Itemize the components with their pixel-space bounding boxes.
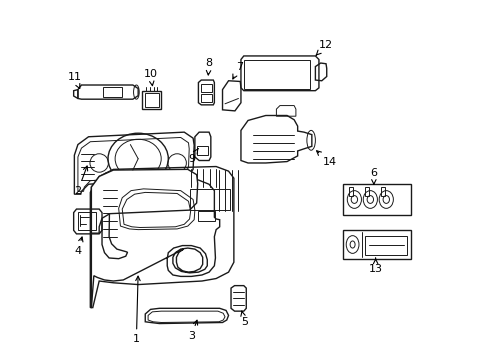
Bar (197, 211, 214, 221)
Bar (349, 187, 352, 196)
Text: 2: 2 (74, 166, 87, 195)
Bar (343, 184, 410, 215)
Text: 12: 12 (316, 40, 332, 55)
Bar (343, 230, 410, 259)
Bar (381, 187, 384, 196)
Bar (244, 60, 310, 89)
Text: 6: 6 (369, 168, 377, 184)
Bar (365, 187, 368, 196)
Bar (144, 93, 159, 107)
Text: 1: 1 (133, 276, 140, 345)
Bar (200, 84, 211, 92)
Text: 9: 9 (187, 149, 198, 164)
Bar (196, 146, 207, 155)
Text: 8: 8 (205, 58, 212, 75)
Bar (102, 87, 122, 97)
Bar (189, 189, 230, 210)
Text: 3: 3 (187, 320, 197, 341)
Text: 5: 5 (241, 311, 247, 327)
Text: 7: 7 (232, 62, 242, 79)
Text: 10: 10 (143, 69, 157, 86)
Bar (364, 236, 406, 255)
Bar (78, 212, 96, 230)
Polygon shape (91, 169, 197, 233)
Bar (200, 94, 211, 102)
Text: 4: 4 (74, 237, 83, 256)
Bar (142, 91, 161, 109)
Text: 14: 14 (316, 151, 336, 167)
Text: 13: 13 (368, 258, 382, 274)
Text: 11: 11 (67, 72, 81, 89)
